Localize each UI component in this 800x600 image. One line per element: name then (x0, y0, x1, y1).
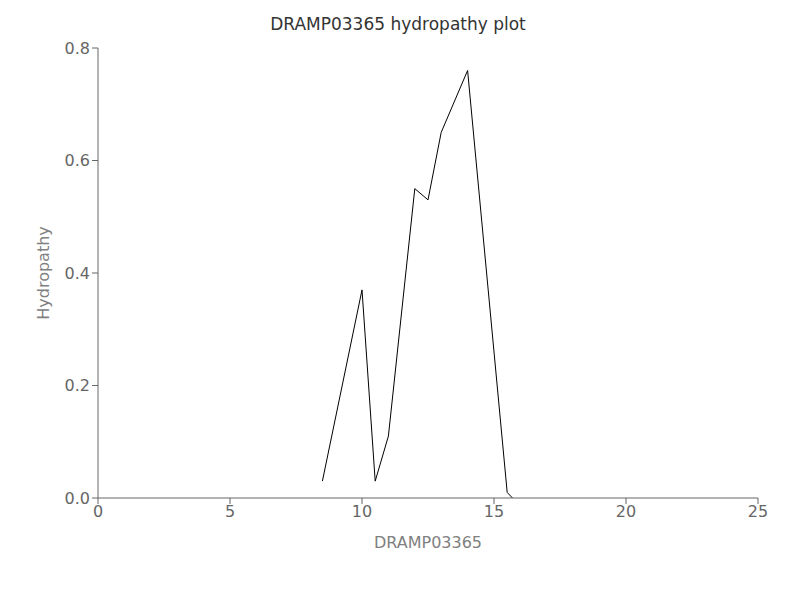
svg-text:10: 10 (352, 502, 372, 521)
svg-text:0: 0 (93, 502, 103, 521)
svg-text:0.2: 0.2 (65, 376, 90, 395)
svg-text:25: 25 (748, 502, 768, 521)
svg-text:0.4: 0.4 (65, 264, 90, 283)
svg-text:0.0: 0.0 (65, 489, 90, 508)
svg-text:Hydropathy: Hydropathy (34, 226, 53, 320)
svg-text:0.8: 0.8 (65, 39, 90, 58)
svg-text:15: 15 (484, 502, 504, 521)
svg-text:0.6: 0.6 (65, 151, 90, 170)
svg-text:20: 20 (616, 502, 636, 521)
html-text:DRAMP03365 hydropathy plot: DRAMP03365 hydropathy plot (270, 14, 526, 34)
svg-text:5: 5 (225, 502, 235, 521)
svg-text:DRAMP03365: DRAMP03365 (374, 533, 482, 552)
